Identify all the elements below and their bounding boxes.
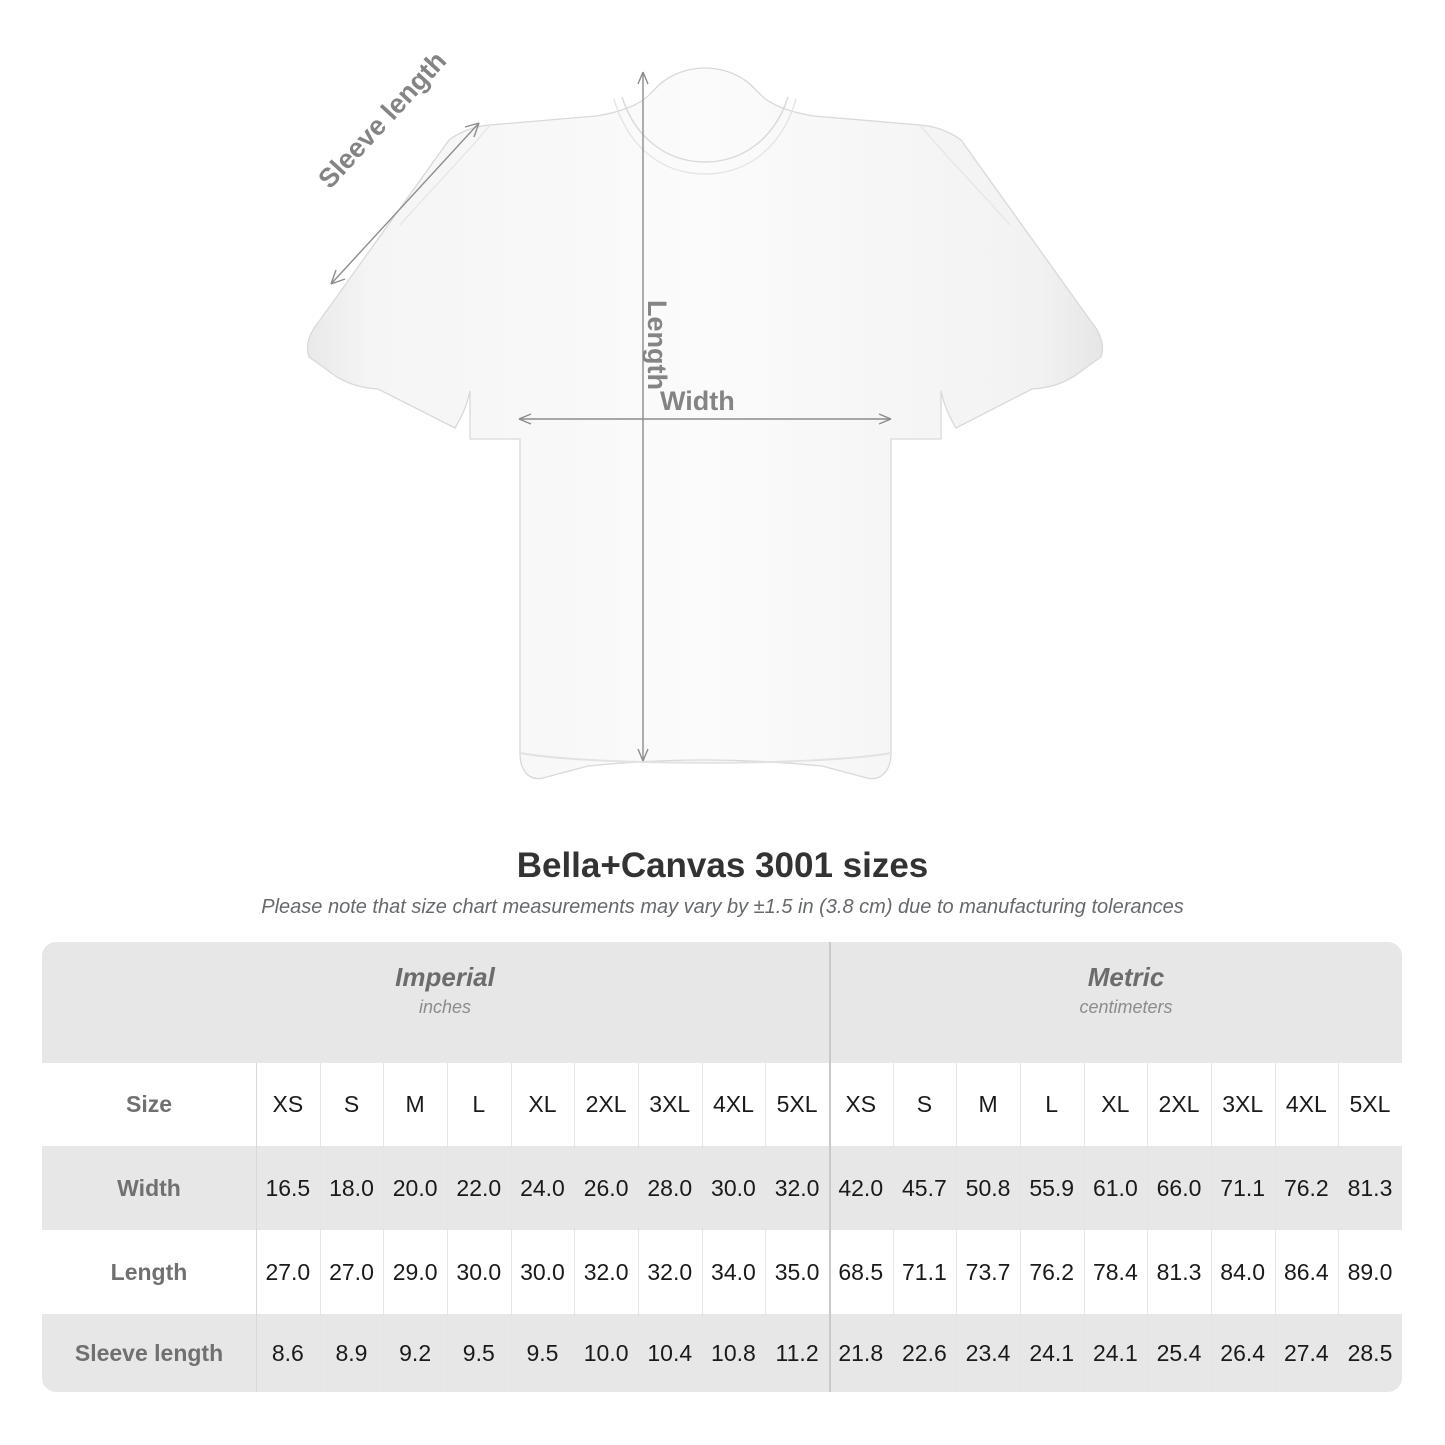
svg-text:Width: Width xyxy=(660,386,735,416)
svg-text:Length: Length xyxy=(642,300,672,390)
